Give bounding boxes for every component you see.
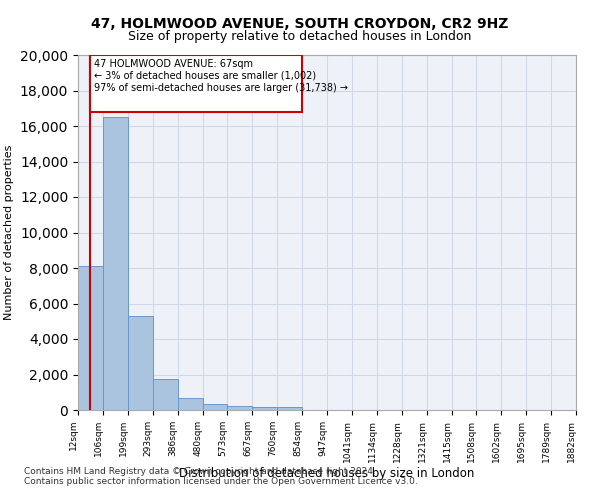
- Bar: [227, 406, 253, 410]
- Bar: [152, 379, 178, 410]
- Bar: [203, 404, 227, 410]
- Bar: [78, 266, 103, 410]
- Bar: [277, 408, 302, 410]
- X-axis label: Distribution of detached houses by size in London: Distribution of detached houses by size …: [179, 468, 475, 480]
- Text: 47, HOLMWOOD AVENUE, SOUTH CROYDON, CR2 9HZ: 47, HOLMWOOD AVENUE, SOUTH CROYDON, CR2 …: [91, 18, 509, 32]
- Text: Contains HM Land Registry data © Crown copyright and database right 2024.: Contains HM Land Registry data © Crown c…: [24, 468, 376, 476]
- Text: ← 3% of detached houses are smaller (1,002): ← 3% of detached houses are smaller (1,0…: [94, 71, 316, 81]
- Bar: [128, 316, 153, 410]
- Text: 97% of semi-detached houses are larger (31,738) →: 97% of semi-detached houses are larger (…: [94, 84, 348, 94]
- Bar: [178, 398, 203, 410]
- Text: Contains public sector information licensed under the Open Government Licence v3: Contains public sector information licen…: [24, 478, 418, 486]
- FancyBboxPatch shape: [91, 55, 302, 112]
- Text: 47 HOLMWOOD AVENUE: 67sqm: 47 HOLMWOOD AVENUE: 67sqm: [94, 58, 253, 68]
- Y-axis label: Number of detached properties: Number of detached properties: [4, 145, 14, 320]
- Bar: [103, 117, 128, 410]
- Text: Size of property relative to detached houses in London: Size of property relative to detached ho…: [128, 30, 472, 43]
- Bar: [253, 407, 277, 410]
